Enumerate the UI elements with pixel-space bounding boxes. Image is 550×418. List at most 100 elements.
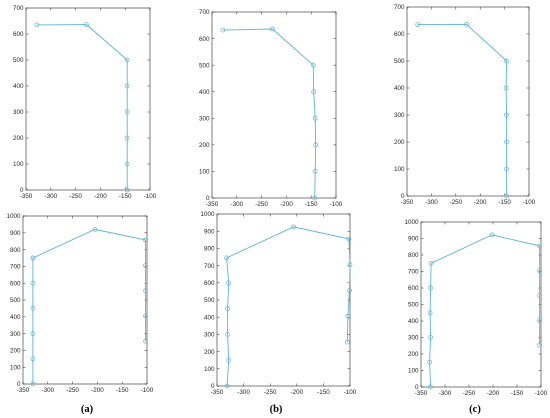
data-point xyxy=(537,342,542,348)
data-point xyxy=(30,356,36,362)
data-point xyxy=(143,288,148,294)
y-tick-label: 0 xyxy=(20,187,24,194)
x-tick-label: -300 xyxy=(44,193,57,200)
data-point xyxy=(504,166,509,172)
data-point xyxy=(427,310,433,316)
data-point xyxy=(312,169,318,174)
x-tick-label: -150 xyxy=(119,193,132,200)
chart-panel-6: -350 -300 -250 -200 -150 -100 0 100 200 300 400 500… xyxy=(404,219,547,397)
x-tick-label: -200 xyxy=(280,201,293,208)
data-point xyxy=(225,306,230,311)
data-point xyxy=(347,288,352,293)
y-tick-label: 100 xyxy=(13,161,24,168)
data-point xyxy=(270,26,275,32)
x-tick-label: -200 xyxy=(94,193,107,200)
data-point xyxy=(226,357,232,363)
y-tick-label: 700 xyxy=(204,263,215,270)
y-tick-label: 500 xyxy=(13,57,24,64)
x-tick-label: -200 xyxy=(487,390,500,397)
x-tick-label: -350 xyxy=(401,199,414,206)
y-tick-label: 300 xyxy=(13,109,24,116)
x-tick-label: -250 xyxy=(264,389,277,396)
y-tick-label: 500 xyxy=(10,297,21,304)
y-tick-label: 400 xyxy=(10,314,21,321)
x-tick-label: -100 xyxy=(144,193,157,200)
y-tick-label: 400 xyxy=(199,89,210,96)
plot-frame xyxy=(216,213,351,387)
x-tick-label: -200 xyxy=(474,199,487,206)
data-point xyxy=(313,142,319,148)
plot-frame xyxy=(406,6,530,197)
plot-frame xyxy=(420,221,542,388)
data-point xyxy=(428,260,434,266)
y-tick-label: 0 xyxy=(415,384,419,391)
data-point xyxy=(310,62,316,68)
data-point xyxy=(428,384,433,390)
chart-panel-4: -350 -300 -250 -200 -150 -100 0 100 200 300 400 500… xyxy=(6,213,153,394)
data-point xyxy=(427,359,432,365)
y-tick-label: 200 xyxy=(13,135,24,142)
y-tick-label: 100 xyxy=(408,368,419,375)
data-point xyxy=(143,237,148,243)
x-tick-label: -250 xyxy=(449,199,462,206)
data-point xyxy=(344,339,350,345)
series-line xyxy=(32,228,146,384)
y-tick-label: 700 xyxy=(199,9,210,16)
y-tick-label: 200 xyxy=(394,139,405,146)
y-tick-label: 400 xyxy=(408,318,419,325)
data-point xyxy=(537,317,542,323)
data-point xyxy=(30,255,36,261)
x-tick-label: -100 xyxy=(330,201,343,208)
data-point xyxy=(312,115,318,121)
y-tick-label: 200 xyxy=(408,351,419,358)
x-tick-label: -300 xyxy=(230,201,243,208)
y-tick-label: 100 xyxy=(199,169,210,176)
x-tick-label: -300 xyxy=(425,199,438,206)
x-tick-label: -300 xyxy=(439,390,452,397)
y-tick-label: 600 xyxy=(10,280,21,287)
y-tick-label: 700 xyxy=(13,5,24,12)
x-tick-label: -100 xyxy=(141,387,154,394)
y-tick-label: 400 xyxy=(204,314,215,321)
x-tick-label: -350 xyxy=(20,193,33,200)
data-point xyxy=(226,280,232,286)
y-tick-label: 400 xyxy=(13,83,24,90)
x-tick-label: -150 xyxy=(511,390,524,397)
data-point xyxy=(34,22,40,28)
x-tick-label: -100 xyxy=(535,390,548,397)
data-point xyxy=(124,57,130,63)
x-tick-label: -300 xyxy=(41,387,54,394)
y-tick-label: 900 xyxy=(10,230,21,237)
x-tick-label: -250 xyxy=(69,193,82,200)
data-point xyxy=(504,58,509,64)
data-point xyxy=(30,306,36,311)
data-point xyxy=(225,332,230,337)
data-point xyxy=(537,293,542,298)
y-tick-label: 700 xyxy=(408,269,419,276)
y-tick-label: 0 xyxy=(206,195,210,202)
data-point xyxy=(224,383,230,389)
data-point xyxy=(537,268,542,274)
data-point xyxy=(464,21,469,27)
data-point xyxy=(415,22,421,27)
data-point xyxy=(84,22,89,27)
y-tick-label: 300 xyxy=(10,331,21,338)
x-tick-label: -150 xyxy=(116,387,129,394)
y-tick-label: 600 xyxy=(13,31,24,38)
series-line xyxy=(226,226,351,387)
data-point xyxy=(347,262,353,268)
data-point xyxy=(224,255,229,261)
series-line xyxy=(222,28,317,199)
y-tick-label: 800 xyxy=(408,252,419,259)
y-tick-label: 0 xyxy=(17,381,21,388)
y-tick-label: 800 xyxy=(204,246,215,253)
y-tick-label: 1000 xyxy=(200,211,215,218)
y-tick-label: 200 xyxy=(199,142,210,149)
chart-panel-2: -350 -300 -250 -200 -150 -100 0 100 200 300 400 500… xyxy=(199,9,343,208)
panel-label-b: (b) xyxy=(270,404,283,415)
y-tick-label: 300 xyxy=(199,115,210,122)
data-point xyxy=(92,227,98,232)
data-point xyxy=(346,236,352,242)
y-tick-label: 700 xyxy=(394,4,405,11)
data-point xyxy=(143,313,148,319)
